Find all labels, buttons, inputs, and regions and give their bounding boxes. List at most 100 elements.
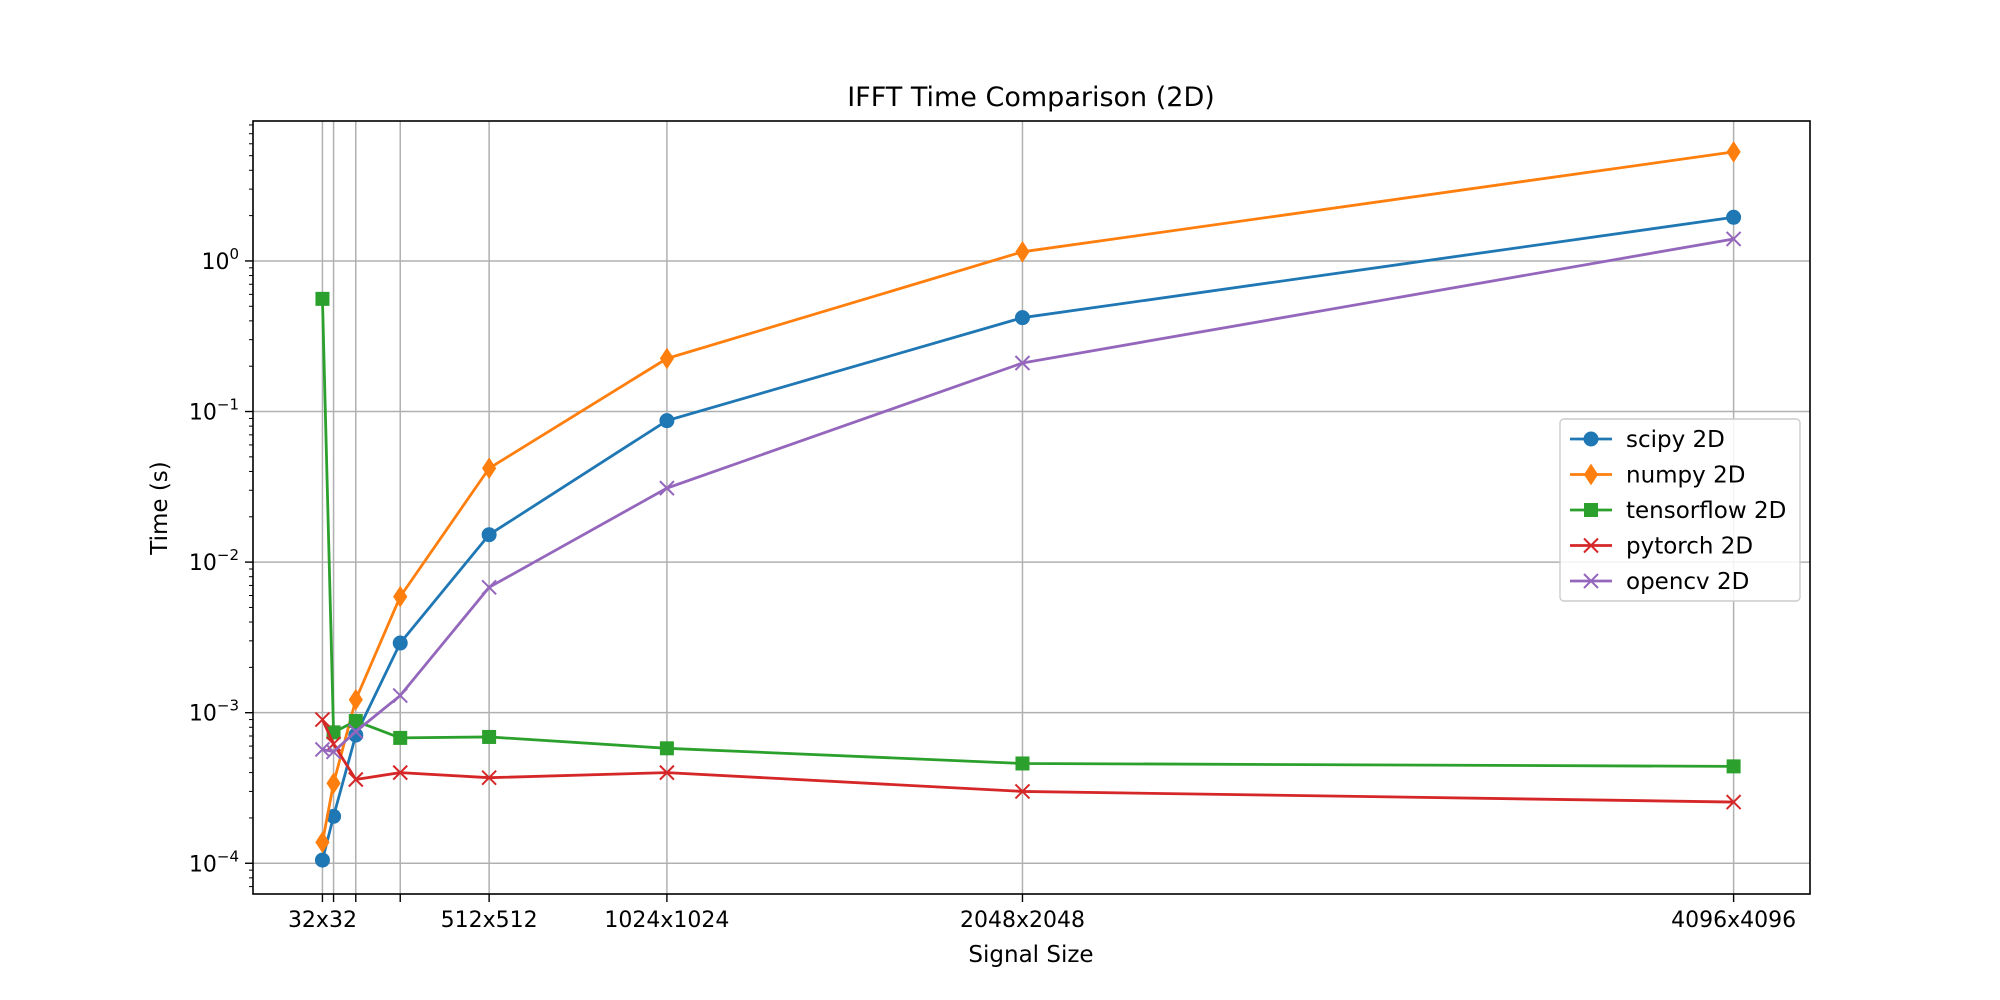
legend-box bbox=[1559, 418, 1801, 602]
y-tick-label: 10−1 bbox=[189, 396, 239, 426]
marker-shape bbox=[392, 687, 408, 704]
marker-shape bbox=[1726, 209, 1742, 225]
x-tick-label: 1024x1024 bbox=[604, 908, 729, 933]
x-tick-label: 2048x2048 bbox=[960, 908, 1085, 933]
data-point-scipy bbox=[1726, 209, 1742, 225]
data-point-scipy bbox=[659, 413, 675, 429]
data-point-scipy bbox=[314, 852, 330, 868]
data-point-pytorch bbox=[348, 771, 364, 788]
data-point-pytorch bbox=[314, 711, 331, 728]
x-axis-label: Signal Size bbox=[968, 942, 1093, 968]
x-tick-label: 4096x4096 bbox=[1671, 908, 1796, 933]
data-point-opencv bbox=[348, 723, 364, 740]
marker-shape bbox=[1014, 783, 1031, 800]
marker-shape bbox=[348, 723, 364, 740]
marker-shape bbox=[481, 527, 497, 543]
data-point-tensorflow bbox=[1726, 759, 1741, 774]
data-point-pytorch bbox=[1725, 794, 1742, 810]
marker-shape bbox=[1726, 759, 1741, 774]
data-point-numpy bbox=[326, 772, 341, 795]
marker-shape bbox=[392, 635, 408, 651]
marker-shape bbox=[314, 711, 331, 728]
marker-shape bbox=[392, 764, 408, 781]
series-line-numpy bbox=[321, 150, 1734, 843]
legend: scipy 2D numpy 2D tensorflow 2D pytorch 2D o… bbox=[1559, 418, 1801, 602]
legend-marker-numpy bbox=[1583, 463, 1599, 486]
y-tick-label: 10−2 bbox=[189, 546, 239, 576]
data-point-tensorflow bbox=[315, 291, 330, 306]
data-point-scipy bbox=[392, 635, 408, 651]
chart-title: IFFT Time Comparison (2D) bbox=[847, 82, 1215, 113]
legend-label-tensorflow: tensorflow 2D bbox=[1626, 498, 1786, 524]
data-point-tensorflow bbox=[1015, 756, 1030, 771]
data-point-tensorflow bbox=[482, 729, 497, 744]
marker-shape bbox=[659, 347, 675, 370]
marker-shape bbox=[481, 769, 497, 786]
legend-marker-scipy bbox=[1583, 431, 1599, 447]
legend-marker-pytorch bbox=[1583, 537, 1599, 554]
marker-shape bbox=[1583, 537, 1599, 554]
data-point-tensorflow bbox=[659, 741, 674, 756]
plot-frame bbox=[252, 120, 1811, 895]
marker-shape bbox=[659, 413, 675, 429]
legend-label-numpy: numpy 2D bbox=[1626, 463, 1745, 489]
y-tick-label: 10−4 bbox=[189, 847, 239, 877]
marker-shape bbox=[659, 480, 675, 496]
y-tick-label: 10−3 bbox=[189, 697, 239, 727]
data-point-tensorflow bbox=[393, 730, 408, 745]
data-point-scipy bbox=[481, 527, 497, 543]
marker-shape bbox=[348, 714, 363, 729]
marker-shape bbox=[314, 852, 330, 868]
marker-shape bbox=[1583, 431, 1599, 447]
legend-marker-tensorflow bbox=[1584, 503, 1598, 517]
data-point-numpy bbox=[482, 457, 497, 480]
data-point-pytorch bbox=[392, 764, 408, 781]
data-point-opencv bbox=[392, 687, 408, 704]
marker-shape bbox=[348, 688, 363, 711]
data-point-pytorch bbox=[659, 764, 675, 781]
x-tick-label: 32x32 bbox=[288, 908, 357, 933]
marker-shape bbox=[1584, 503, 1598, 517]
data-point-numpy bbox=[1726, 140, 1741, 163]
data-point-scipy bbox=[348, 727, 364, 743]
tick-layer: 32x32 512x512 1024x1024 2048x2048 4096x4096 1… bbox=[189, 124, 1796, 933]
data-point-numpy bbox=[348, 688, 363, 711]
data-point-tensorflow bbox=[348, 714, 363, 729]
legend-label-scipy: scipy 2D bbox=[1626, 427, 1725, 453]
marker-shape bbox=[482, 729, 497, 744]
marker-shape bbox=[348, 727, 364, 743]
y-tick-label: 100 bbox=[201, 245, 239, 275]
legend-label-opencv: opencv 2D bbox=[1626, 569, 1749, 595]
data-point-scipy bbox=[1014, 310, 1030, 326]
series-line-scipy bbox=[321, 215, 1734, 861]
data-point-pytorch bbox=[481, 769, 497, 786]
marker-shape bbox=[1583, 573, 1599, 589]
marker-shape bbox=[1014, 310, 1030, 326]
marker-shape bbox=[315, 291, 330, 306]
legend-label-pytorch: pytorch 2D bbox=[1626, 534, 1753, 560]
marker-shape bbox=[315, 831, 330, 854]
data-point-numpy bbox=[1015, 240, 1030, 263]
marker-shape bbox=[1015, 240, 1030, 263]
marker-shape bbox=[1014, 355, 1031, 371]
marker-shape bbox=[348, 771, 364, 788]
data-point-opencv bbox=[325, 744, 342, 760]
series-layer bbox=[314, 140, 1742, 868]
marker-shape bbox=[1726, 140, 1741, 163]
marker-shape bbox=[659, 741, 674, 756]
legend-marker-opencv bbox=[1583, 573, 1599, 589]
marker-shape bbox=[482, 457, 497, 480]
marker-shape bbox=[326, 772, 341, 795]
marker-shape bbox=[325, 744, 342, 760]
data-point-opencv bbox=[481, 579, 497, 596]
data-point-numpy bbox=[659, 347, 675, 370]
marker-shape bbox=[1015, 756, 1030, 771]
data-point-pytorch bbox=[1014, 783, 1031, 800]
marker-shape bbox=[1725, 794, 1742, 810]
y-axis-label: Time (s) bbox=[147, 461, 173, 556]
data-point-opencv bbox=[659, 480, 675, 496]
data-point-numpy bbox=[315, 831, 330, 854]
data-point-opencv bbox=[1725, 231, 1742, 247]
marker-shape bbox=[393, 585, 408, 608]
